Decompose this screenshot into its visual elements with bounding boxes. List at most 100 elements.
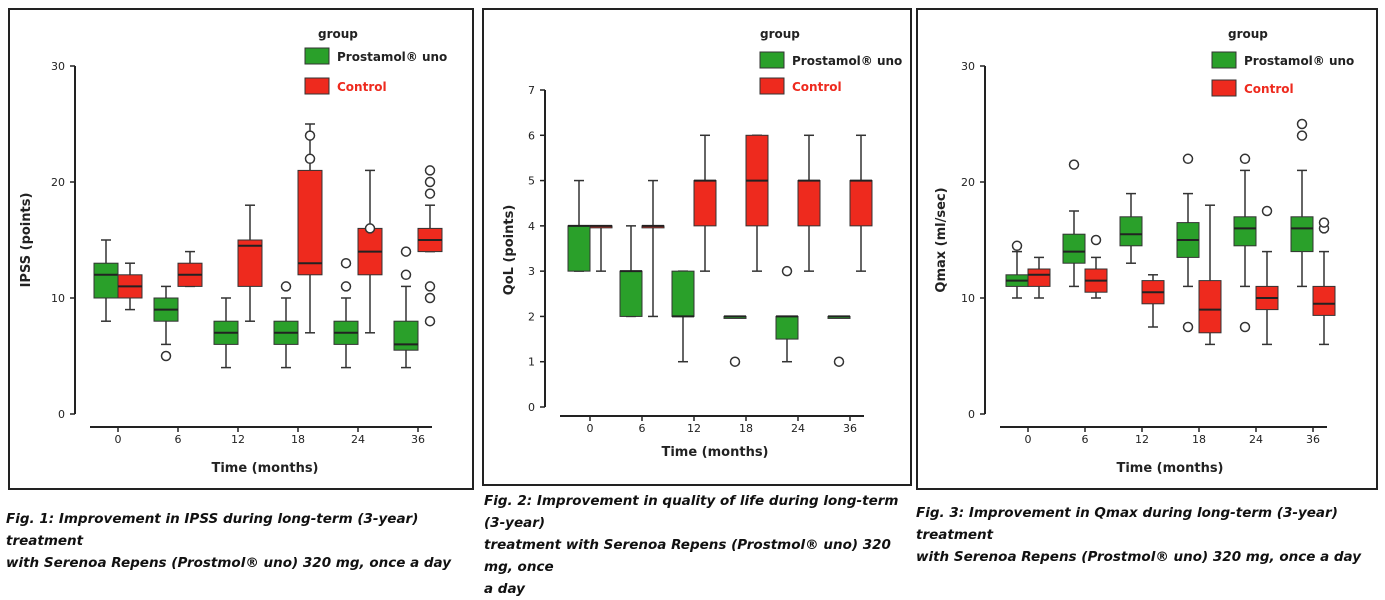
x-tick-label: 24	[351, 433, 365, 446]
legend-label: Prostamol® uno	[337, 50, 447, 64]
legend-swatch	[1211, 51, 1237, 69]
x-axis-title: Time (months)	[211, 461, 318, 476]
outlier-point	[424, 188, 436, 199]
legend-label: Prostamol® uno	[1244, 54, 1354, 68]
outlier-point	[1318, 217, 1330, 228]
outlier-point	[1182, 321, 1194, 333]
y-tick-label: 0	[968, 408, 975, 421]
outlier-point	[424, 315, 436, 327]
y-tick-label: 30	[961, 60, 975, 73]
legend-label: Control	[1244, 82, 1294, 96]
x-tick-label: 18	[739, 422, 753, 435]
y-tick-label: 2	[528, 310, 535, 323]
outlier-point	[1296, 118, 1308, 130]
chart-panel-2-frame	[482, 8, 912, 486]
legend-title: group	[318, 27, 358, 41]
box-iqr	[237, 239, 263, 287]
y-tick-label: 0	[58, 408, 65, 421]
chart-panel-1-frame	[8, 8, 474, 490]
figure-caption-2: Fig. 2: Improvement in quality of life d…	[484, 490, 914, 600]
x-tick-label: 0	[115, 433, 122, 446]
outlier-point	[364, 223, 376, 234]
outlier-point	[304, 130, 316, 141]
y-tick-label: 3	[528, 265, 535, 278]
y-tick-label: 1	[528, 356, 535, 369]
outlier-point	[1239, 153, 1251, 165]
x-tick-label: 12	[1135, 433, 1149, 446]
legend-title: group	[760, 27, 800, 41]
legend-label: Control	[792, 80, 842, 94]
y-axis-title: QoL (points)	[502, 205, 517, 296]
outlier-point	[280, 281, 292, 292]
x-tick-label: 24	[1249, 433, 1263, 446]
figure-caption-3: Fig. 3: Improvement in Qmax during long-…	[916, 502, 1378, 568]
y-tick-label: 20	[961, 176, 975, 189]
outlier-point	[729, 356, 741, 367]
chart-panel-3-frame	[916, 8, 1378, 490]
legend-label: Control	[337, 80, 387, 94]
x-tick-label: 36	[411, 433, 425, 446]
outlier-point	[424, 176, 436, 188]
x-tick-label: 24	[791, 422, 805, 435]
y-tick-label: 0	[528, 401, 535, 414]
legend-swatch	[759, 51, 785, 69]
outlier-point	[424, 165, 436, 176]
caption-line: Fig. 2: Improvement in quality of life d…	[484, 493, 899, 531]
outlier-point	[340, 257, 352, 269]
outlier-point	[1296, 130, 1308, 141]
y-tick-label: 10	[51, 292, 65, 305]
caption-line: Fig. 3: Improvement in Qmax during long-…	[916, 505, 1338, 543]
box-iqr	[1062, 233, 1086, 264]
x-tick-label: 18	[1192, 433, 1206, 446]
box-iqr	[1233, 216, 1257, 247]
outlier-point	[340, 281, 352, 292]
x-tick-label: 12	[687, 422, 701, 435]
x-axis-title: Time (months)	[661, 445, 768, 460]
x-tick-label: 0	[1025, 433, 1032, 446]
caption-line: with Serenoa Repens (Prostmol® uno) 320 …	[916, 549, 1362, 565]
x-tick-label: 6	[1082, 433, 1089, 446]
outlier-point	[1011, 240, 1023, 252]
box-iqr	[93, 262, 119, 299]
caption-line: Fig. 1: Improvement in IPSS during long-…	[6, 511, 419, 549]
x-axis-title: Time (months)	[1116, 461, 1223, 476]
legend-label: Prostamol® uno	[792, 54, 902, 68]
box-iqr	[1312, 285, 1336, 316]
outlier-point	[1182, 153, 1194, 165]
y-axis-title: IPSS (points)	[19, 193, 34, 288]
x-tick-label: 6	[175, 433, 182, 446]
legend-swatch	[304, 77, 330, 95]
box-iqr	[1198, 280, 1222, 334]
legend-title: group	[1228, 27, 1268, 41]
legend-swatch	[759, 77, 785, 95]
outlier-point	[304, 153, 316, 165]
box-iqr	[297, 169, 323, 276]
outlier-point	[1068, 159, 1080, 170]
y-axis-title: Qmax (ml/sec)	[934, 187, 949, 292]
outlier-point	[781, 265, 793, 277]
outlier-point	[1261, 205, 1273, 217]
caption-line: with Serenoa Repens (Prostmol® uno) 320 …	[6, 555, 452, 571]
x-tick-label: 0	[587, 422, 594, 435]
outlier-point	[833, 356, 845, 367]
x-tick-label: 36	[843, 422, 857, 435]
outlier-point	[1239, 321, 1251, 333]
outlier-point	[424, 292, 436, 304]
y-tick-label: 10	[961, 292, 975, 305]
x-tick-label: 36	[1306, 433, 1320, 446]
figure-caption-1: Fig. 1: Improvement in IPSS during long-…	[6, 508, 481, 574]
box-iqr	[1027, 268, 1051, 287]
x-tick-label: 18	[291, 433, 305, 446]
qmax-box-plot: 0 10 20 30 0 6 12 18 24 36 Time (months) Qmax (ml/s…	[934, 27, 1354, 476]
box-iqr	[1290, 216, 1314, 253]
y-tick-label: 20	[51, 176, 65, 189]
outlier-point	[400, 269, 412, 281]
y-tick-label: 4	[528, 220, 535, 233]
caption-line: treatment with Serenoa Repens (Prostmol®…	[484, 537, 891, 575]
y-tick-label: 5	[528, 175, 535, 188]
outlier-point	[160, 350, 172, 362]
legend-swatch	[1211, 79, 1237, 97]
outlier-point	[400, 246, 412, 257]
y-tick-label: 30	[51, 60, 65, 73]
